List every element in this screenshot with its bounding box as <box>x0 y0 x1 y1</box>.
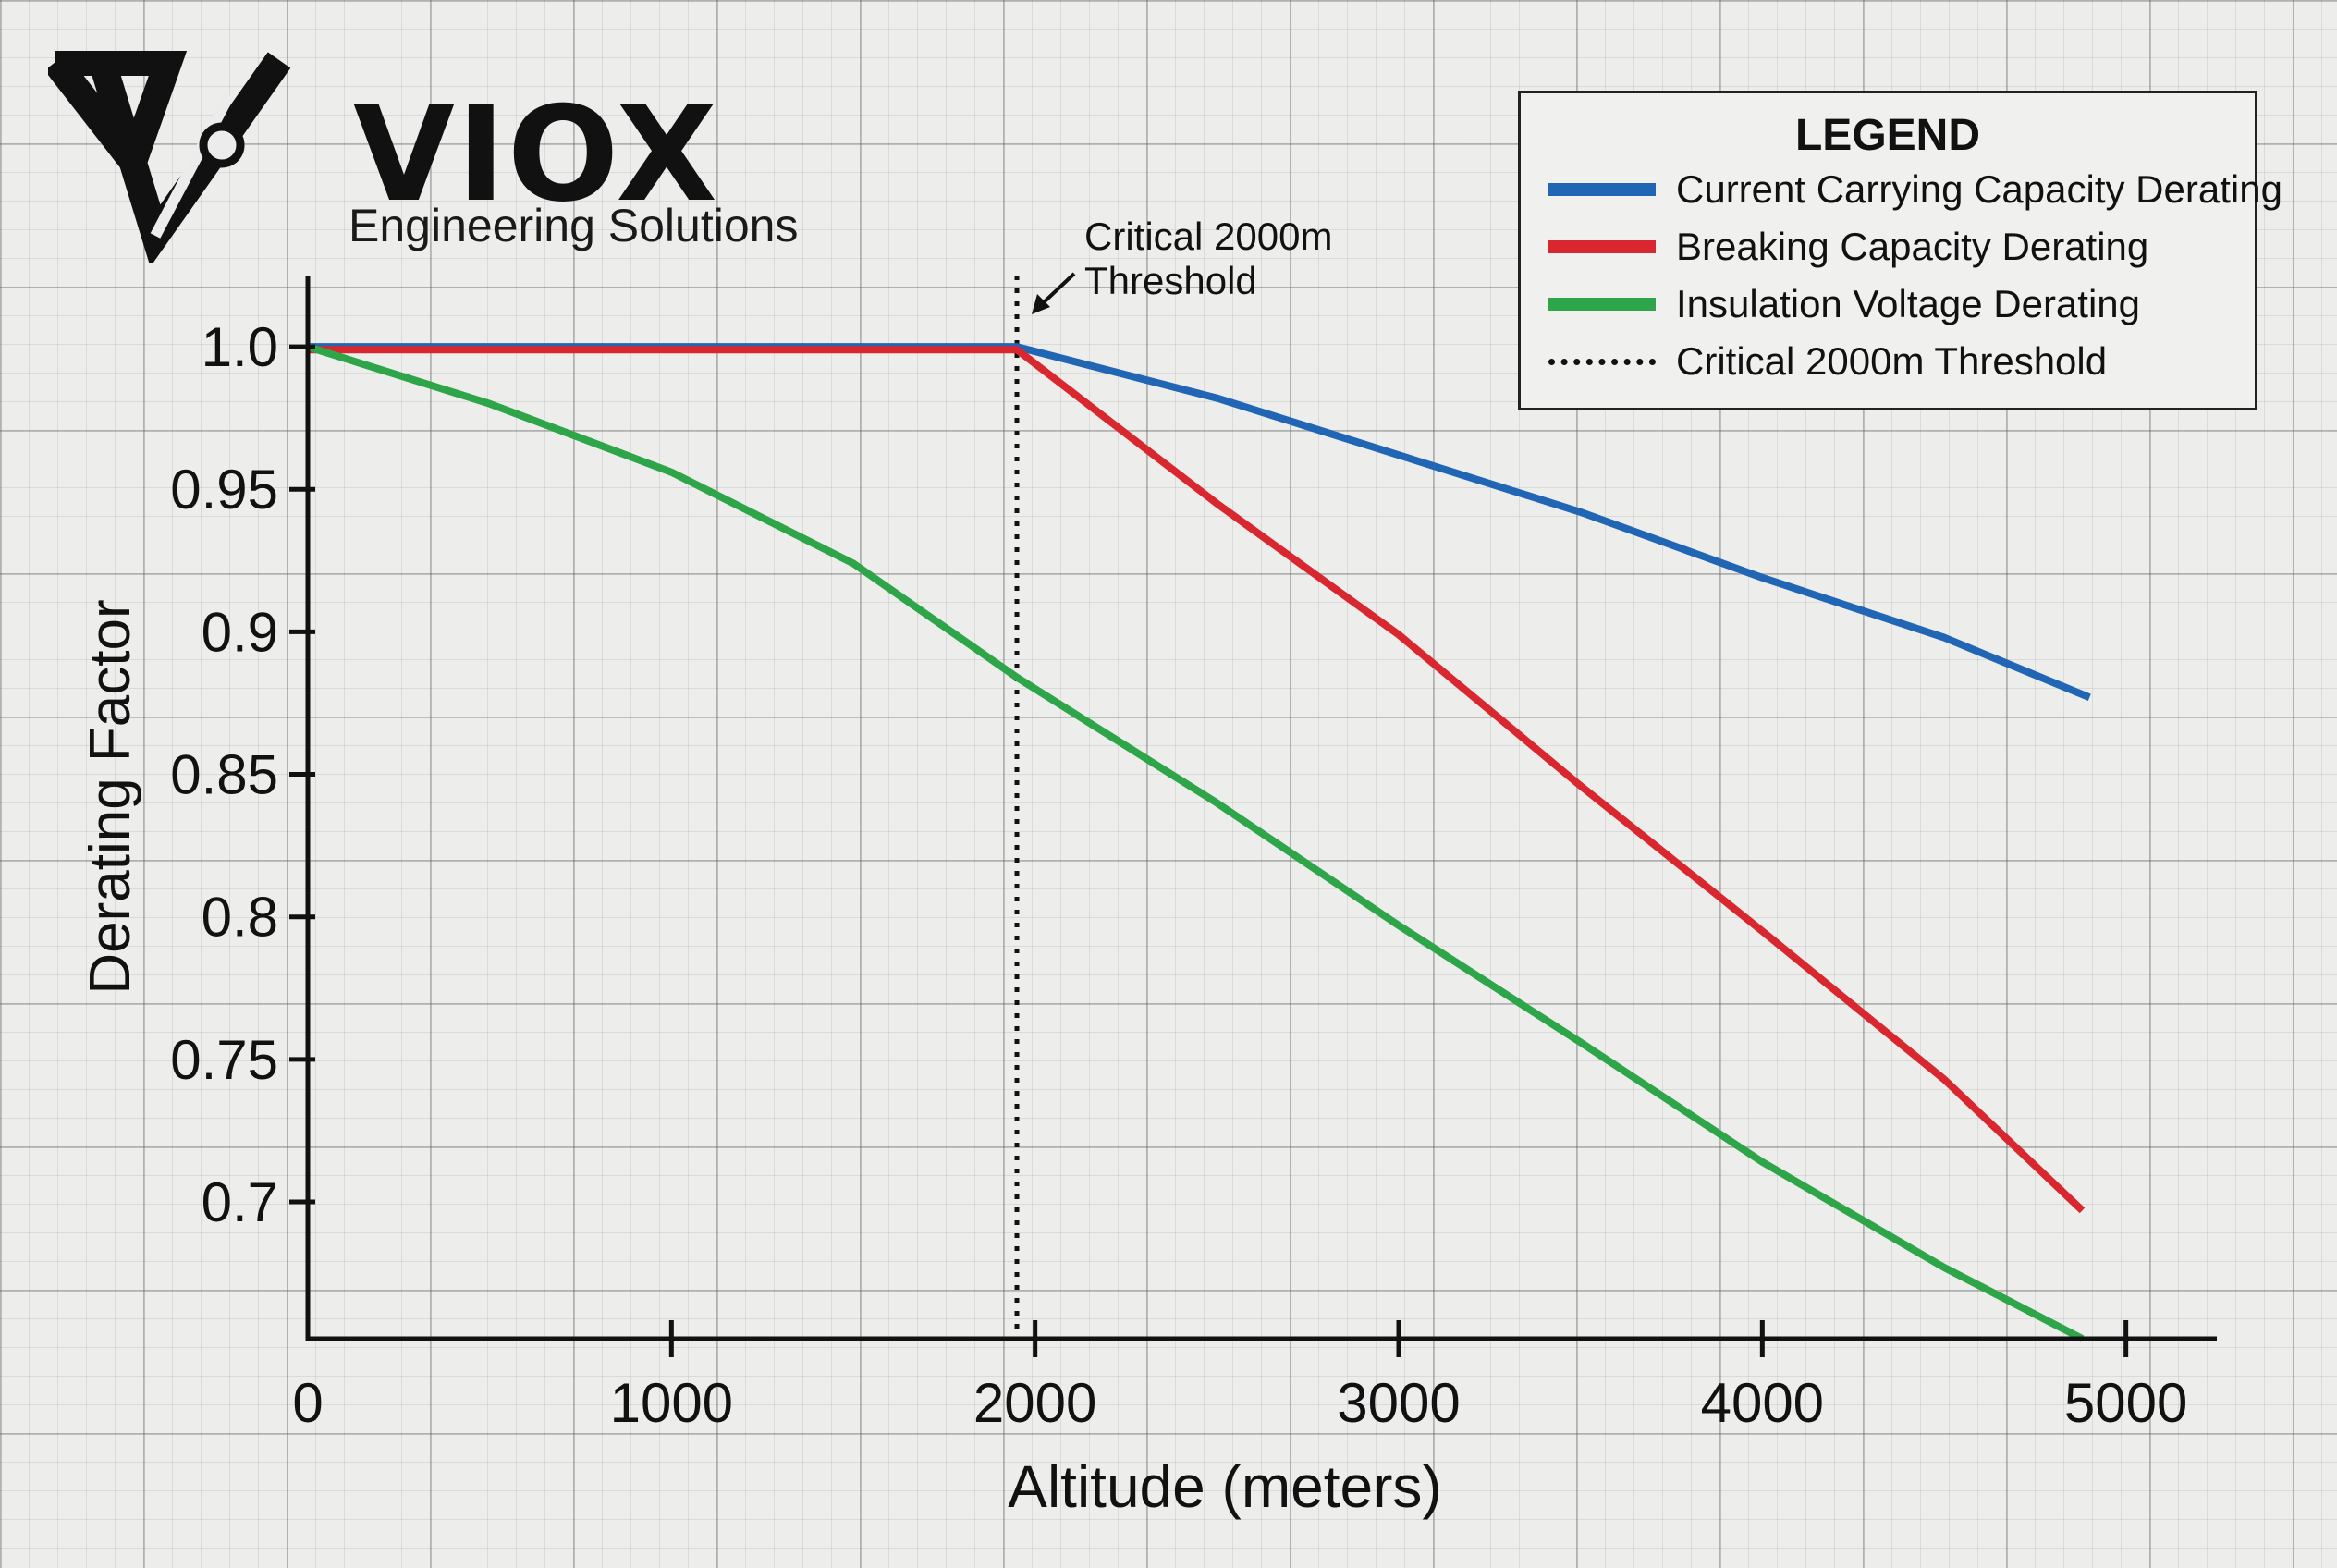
x-tick-label: 1000 <box>610 1372 733 1434</box>
legend: LEGEND Current Carrying Capacity Deratin… <box>1518 91 2282 410</box>
threshold-annotation-arrowhead <box>1032 294 1050 314</box>
ticks-layer: 0 1000 2000 3000 4000 5000 1.0 0.95 0.9 0.85 0.8 0.… <box>170 316 2187 1434</box>
threshold-annotation-arrow <box>1041 272 1076 305</box>
x-tick-label: 0 <box>292 1372 323 1434</box>
legend-item-threshold: Critical 2000m Threshold <box>1548 336 2107 387</box>
viox-logo: VIOX Engineering Solutions <box>48 51 798 263</box>
y-tick-label: 0.95 <box>170 459 278 521</box>
legend-swatch-blue <box>1548 183 1656 196</box>
y-tick-label: 0.75 <box>170 1029 278 1091</box>
x-tick-label: 4000 <box>1701 1372 1824 1434</box>
x-tick-label: 3000 <box>1337 1372 1460 1434</box>
legend-swatch-dotted <box>1548 358 1656 365</box>
legend-swatch-red <box>1548 240 1656 253</box>
legend-label: Critical 2000m Threshold <box>1676 339 2108 383</box>
legend-label: Insulation Voltage Derating <box>1676 282 2141 325</box>
y-tick-label: 1.0 <box>202 316 278 378</box>
series-layer <box>306 343 2091 1342</box>
series-line-1 <box>308 343 2091 701</box>
legend-item-insulation: Insulation Voltage Derating <box>1548 278 2140 330</box>
brand-name: VIOX <box>353 79 719 231</box>
y-tick-label: 0.85 <box>170 744 278 806</box>
brand-tagline: Engineering Solutions <box>349 200 799 251</box>
viox-emblem-icon <box>48 51 291 263</box>
legend-swatch-green <box>1548 298 1656 311</box>
y-axis-label: Derating Factor <box>79 599 142 994</box>
axes-layer <box>305 276 2217 1341</box>
y-tick-label: 0.7 <box>202 1171 278 1233</box>
threshold-annotation-line2: Threshold <box>1084 259 1257 302</box>
series-line-2 <box>308 346 2086 1214</box>
legend-title: LEGEND <box>1794 111 1980 160</box>
x-tick-label: 2000 <box>973 1372 1096 1434</box>
x-tick-label: 5000 <box>2064 1372 2187 1434</box>
legend-item-breaking: Breaking Capacity Derating <box>1548 221 2148 273</box>
threshold-annotation-line1: Critical 2000m <box>1084 214 1332 258</box>
series-line-3 <box>306 343 2085 1342</box>
legend-item-current: Current Carrying Capacity Derating <box>1548 164 2282 215</box>
legend-label: Current Carrying Capacity Derating <box>1676 167 2282 211</box>
legend-label: Breaking Capacity Derating <box>1676 225 2149 268</box>
y-tick-label: 0.8 <box>202 887 278 949</box>
x-axis-label: Altitude (meters) <box>1008 1453 1441 1520</box>
threshold-annotation: Critical 2000m Threshold <box>1032 214 1332 314</box>
y-tick-label: 0.9 <box>202 601 278 663</box>
